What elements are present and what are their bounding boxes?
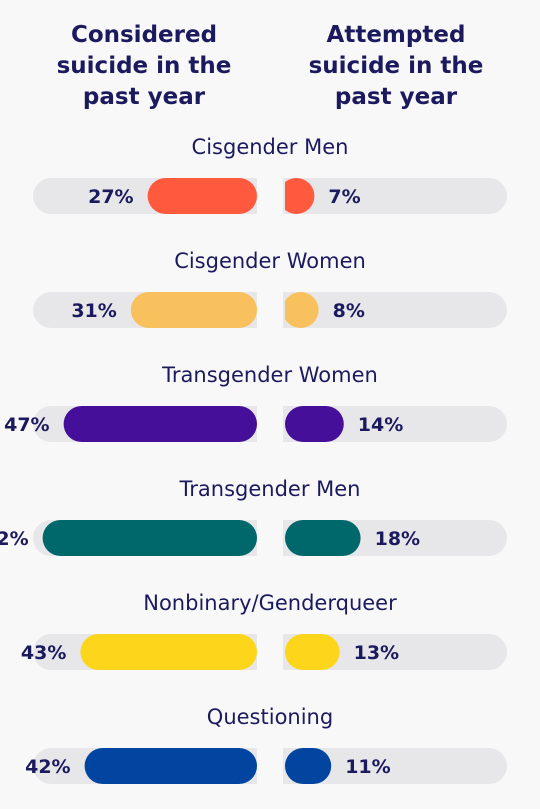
considered-value-label-4: 43% [21,642,66,664]
category-label-2: Transgender Women [161,363,378,387]
category-label-5: Questioning [207,705,333,729]
category-label-4: Nonbinary/Genderqueer [143,591,397,615]
considered-value-label-0: 27% [88,186,133,208]
considered-bar-5 [84,748,257,784]
attempted-bar-2 [285,406,344,442]
category-label-1: Cisgender Women [174,249,366,273]
considered-bar-0 [147,178,257,214]
considered-header: Considered suicide in the past year [56,22,232,110]
considered-bar-2 [63,406,257,442]
attempted-bar-5 [285,748,332,784]
considered-value-label-2: 47% [4,414,49,436]
considered-bar-3 [42,520,257,556]
attempted-track-5 [283,748,507,784]
attempted-value-label-1: 8% [333,300,365,322]
attempted-bar-0 [285,178,315,214]
attempted-value-label-0: 7% [328,186,360,208]
attempted-value-label-4: 13% [354,642,399,664]
attempted-value-label-5: 11% [345,756,390,778]
attempted-header: Attempted suicide in the past year [308,22,484,110]
attempted-value-label-2: 14% [358,414,403,436]
attempted-bar-1 [285,292,319,328]
category-label-0: Cisgender Men [192,135,349,159]
considered-bar-1 [130,292,257,328]
attempted-value-label-3: 18% [375,528,420,550]
attempted-bar-3 [285,520,361,556]
attempted-track-0 [283,178,507,214]
considered-bar-4 [80,634,258,670]
considered-value-label-5: 42% [25,756,70,778]
attempted-bar-4 [285,634,340,670]
category-label-3: Transgender Men [179,477,361,501]
attempted-track-4 [283,634,507,670]
considered-value-label-1: 31% [71,300,116,322]
attempted-track-1 [283,292,507,328]
considered-value-label-3: 52% [0,528,29,550]
